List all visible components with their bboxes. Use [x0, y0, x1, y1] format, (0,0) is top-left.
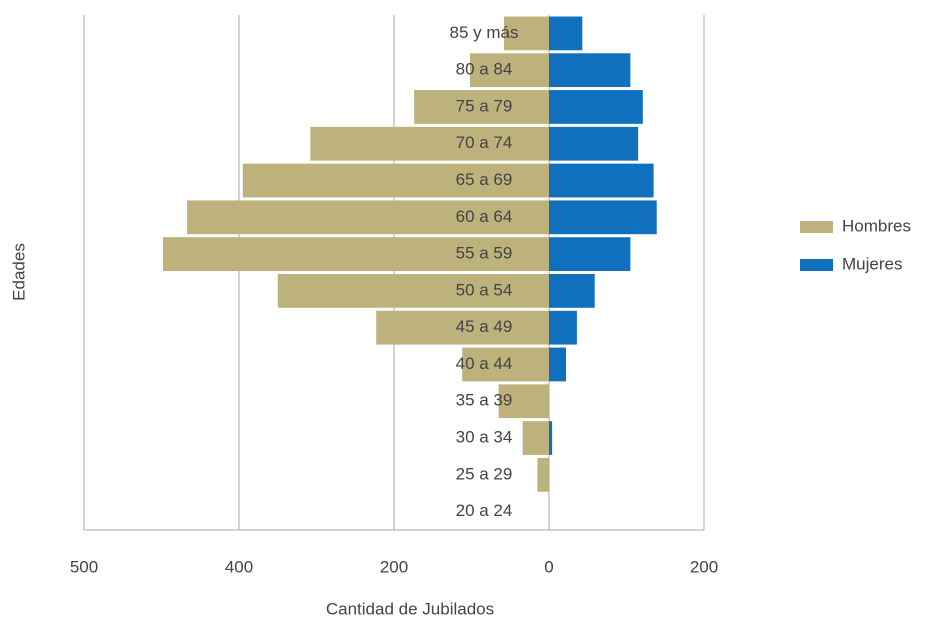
category-label: 65 a 69 [456, 170, 513, 189]
bar [549, 126, 639, 161]
category-label: 40 a 44 [456, 354, 513, 373]
x-tick-label: 400 [225, 557, 253, 576]
bar [549, 310, 577, 345]
category-label: 70 a 74 [456, 133, 513, 152]
bar [549, 421, 553, 455]
bar [549, 274, 595, 308]
bar [163, 237, 550, 271]
bar [549, 16, 583, 51]
category-label: 20 a 24 [456, 501, 513, 520]
category-label: 85 y más [450, 23, 519, 42]
bar [310, 126, 549, 161]
category-label: 45 a 49 [456, 317, 513, 336]
category-label: 80 a 84 [456, 60, 513, 79]
x-tick-label: 200 [690, 557, 718, 576]
category-label: 30 a 34 [456, 428, 513, 447]
legend-swatch [800, 221, 833, 233]
x-tick-label: 0 [544, 557, 553, 576]
x-axis-title: Cantidad de Jubilados [326, 599, 494, 618]
legend-label: Mujeres [842, 254, 902, 273]
bar [549, 237, 631, 271]
category-label: 75 a 79 [456, 96, 513, 115]
category-label: 35 a 39 [456, 391, 513, 410]
category-label: 55 a 59 [456, 244, 513, 263]
bar [549, 90, 643, 124]
bar [549, 347, 567, 382]
category-label: 60 a 64 [456, 207, 513, 226]
x-tick-label: 500 [70, 557, 98, 576]
category-label: 50 a 54 [456, 280, 513, 299]
bar [242, 163, 549, 198]
bar [549, 200, 657, 235]
bar [504, 16, 549, 51]
bar [414, 90, 549, 124]
bar [469, 53, 549, 88]
bar [277, 274, 549, 308]
bar [549, 53, 631, 88]
category-label: 25 a 29 [456, 464, 513, 483]
bar [537, 457, 549, 492]
bar [462, 347, 549, 382]
bar [498, 384, 549, 419]
y-axis-title: Edades [9, 243, 28, 301]
bar [187, 200, 549, 235]
bar [376, 310, 549, 345]
legend-label: Hombres [842, 216, 911, 235]
legend-swatch [800, 259, 833, 271]
bar [522, 421, 549, 455]
bar [549, 163, 654, 198]
x-tick-label: 200 [380, 557, 408, 576]
